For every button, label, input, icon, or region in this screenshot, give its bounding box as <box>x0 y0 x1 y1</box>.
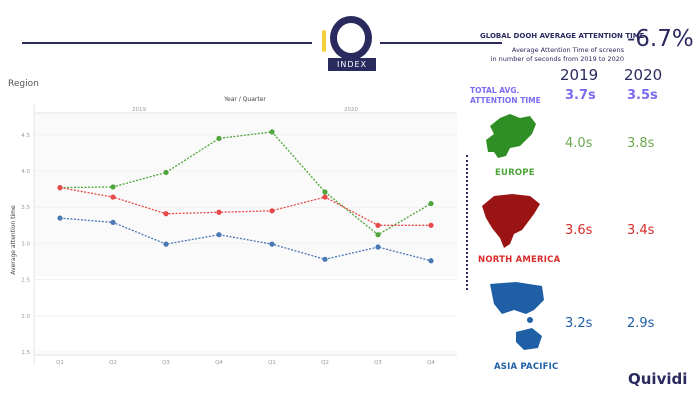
y-axis-label: Average attention time <box>10 205 17 275</box>
x-tick-label: Q1 <box>268 360 276 366</box>
subtitle-line1: Average Attention Time of screens <box>511 46 624 54</box>
data-point <box>322 189 328 195</box>
north-america-map-icon <box>482 194 540 248</box>
region-name-asia-pacific: ASIA PACIFIC <box>494 362 559 372</box>
data-point <box>375 222 381 228</box>
y-tick-label: 2.0 <box>21 314 30 320</box>
data-point <box>375 244 381 250</box>
data-point <box>57 215 63 221</box>
header-subtitle: Average Attention Time of screens in num… <box>490 46 624 64</box>
data-point <box>322 256 328 262</box>
chart-title: Year / Quarter <box>223 96 266 103</box>
quividi-logo: Quividi <box>628 370 688 388</box>
series-line-north-america <box>59 187 431 226</box>
data-point <box>428 222 434 228</box>
global-change: -6.7% <box>627 26 694 52</box>
x-tick-label: Q3 <box>162 360 170 366</box>
europe-2019: 4.0s <box>565 136 593 151</box>
data-point <box>163 211 169 217</box>
north-america-2020: 3.4s <box>627 223 655 238</box>
data-point <box>163 169 169 176</box>
x-tick-label: Q2 <box>109 360 117 366</box>
north-america-2019: 3.6s <box>565 223 593 238</box>
data-point <box>322 194 328 200</box>
year-label: 2020 <box>344 107 358 113</box>
asia-pacific-map-icon <box>490 282 544 350</box>
series-line-asia-pacific <box>59 217 432 262</box>
y-tick-label: 4.5 <box>21 133 30 139</box>
data-point <box>110 194 116 200</box>
region-name-north-america: NORTH AMERICA <box>478 255 561 265</box>
panel-label: Region <box>8 79 39 89</box>
data-point <box>110 219 116 226</box>
asia-pacific-2020: 2.9s <box>627 316 655 331</box>
logo-badge: INDEX <box>328 58 376 71</box>
region-divider-dots <box>466 155 468 290</box>
x-tick-label: Q2 <box>321 360 329 366</box>
year-2019-header: 2019 <box>560 66 599 84</box>
iq-index-logo: INDEX <box>320 12 378 72</box>
total-label-line1: TOTAL AVG. <box>470 86 520 95</box>
europe-map-icon <box>486 114 536 158</box>
data-point <box>269 129 275 135</box>
header-rule-left <box>22 42 312 44</box>
subtitle-line2: in number of seconds from 2019 to 2020 <box>490 55 624 63</box>
logo-i-bar <box>322 30 326 52</box>
data-point <box>110 184 116 190</box>
x-tick-label: Q4 <box>215 360 223 366</box>
total-2019: 3.7s <box>565 88 596 103</box>
header-rule-right <box>380 42 502 44</box>
data-point <box>375 232 381 238</box>
data-point <box>216 135 222 142</box>
y-tick-label: 3.0 <box>21 241 30 247</box>
data-point <box>428 258 434 264</box>
data-point <box>269 208 275 214</box>
attention-line-chart: Year / Quarter 2019 2020 Average attention … <box>10 96 457 366</box>
x-tick-label: Q1 <box>56 360 64 366</box>
logo-q <box>330 16 372 60</box>
y-tick-label: 3.5 <box>21 205 30 211</box>
data-point <box>269 241 275 247</box>
y-tick-label: 1.5 <box>21 350 30 356</box>
data-point <box>428 200 434 207</box>
total-label: TOTAL AVG. ATTENTION TIME <box>470 86 541 106</box>
x-tick-label: Q3 <box>374 360 382 366</box>
total-label-line2: ATTENTION TIME <box>470 96 541 105</box>
year-label: 2019 <box>132 107 146 113</box>
asia-pacific-2019: 3.2s <box>565 316 593 331</box>
europe-2020: 3.8s <box>627 136 655 151</box>
series-line-europe <box>59 131 432 236</box>
y-tick-label: 2.5 <box>21 278 30 284</box>
data-point <box>216 232 222 238</box>
region-name-europe: EUROPE <box>495 168 535 178</box>
year-2020-header: 2020 <box>624 66 663 84</box>
header-title: GLOBAL DOOH AVERAGE ATTENTION TIME <box>480 32 645 40</box>
data-point <box>163 241 169 247</box>
y-tick-label: 4.0 <box>21 169 30 175</box>
data-point <box>216 209 222 215</box>
total-2020: 3.5s <box>627 88 658 103</box>
x-tick-label: Q4 <box>427 360 435 366</box>
data-point <box>57 185 63 191</box>
